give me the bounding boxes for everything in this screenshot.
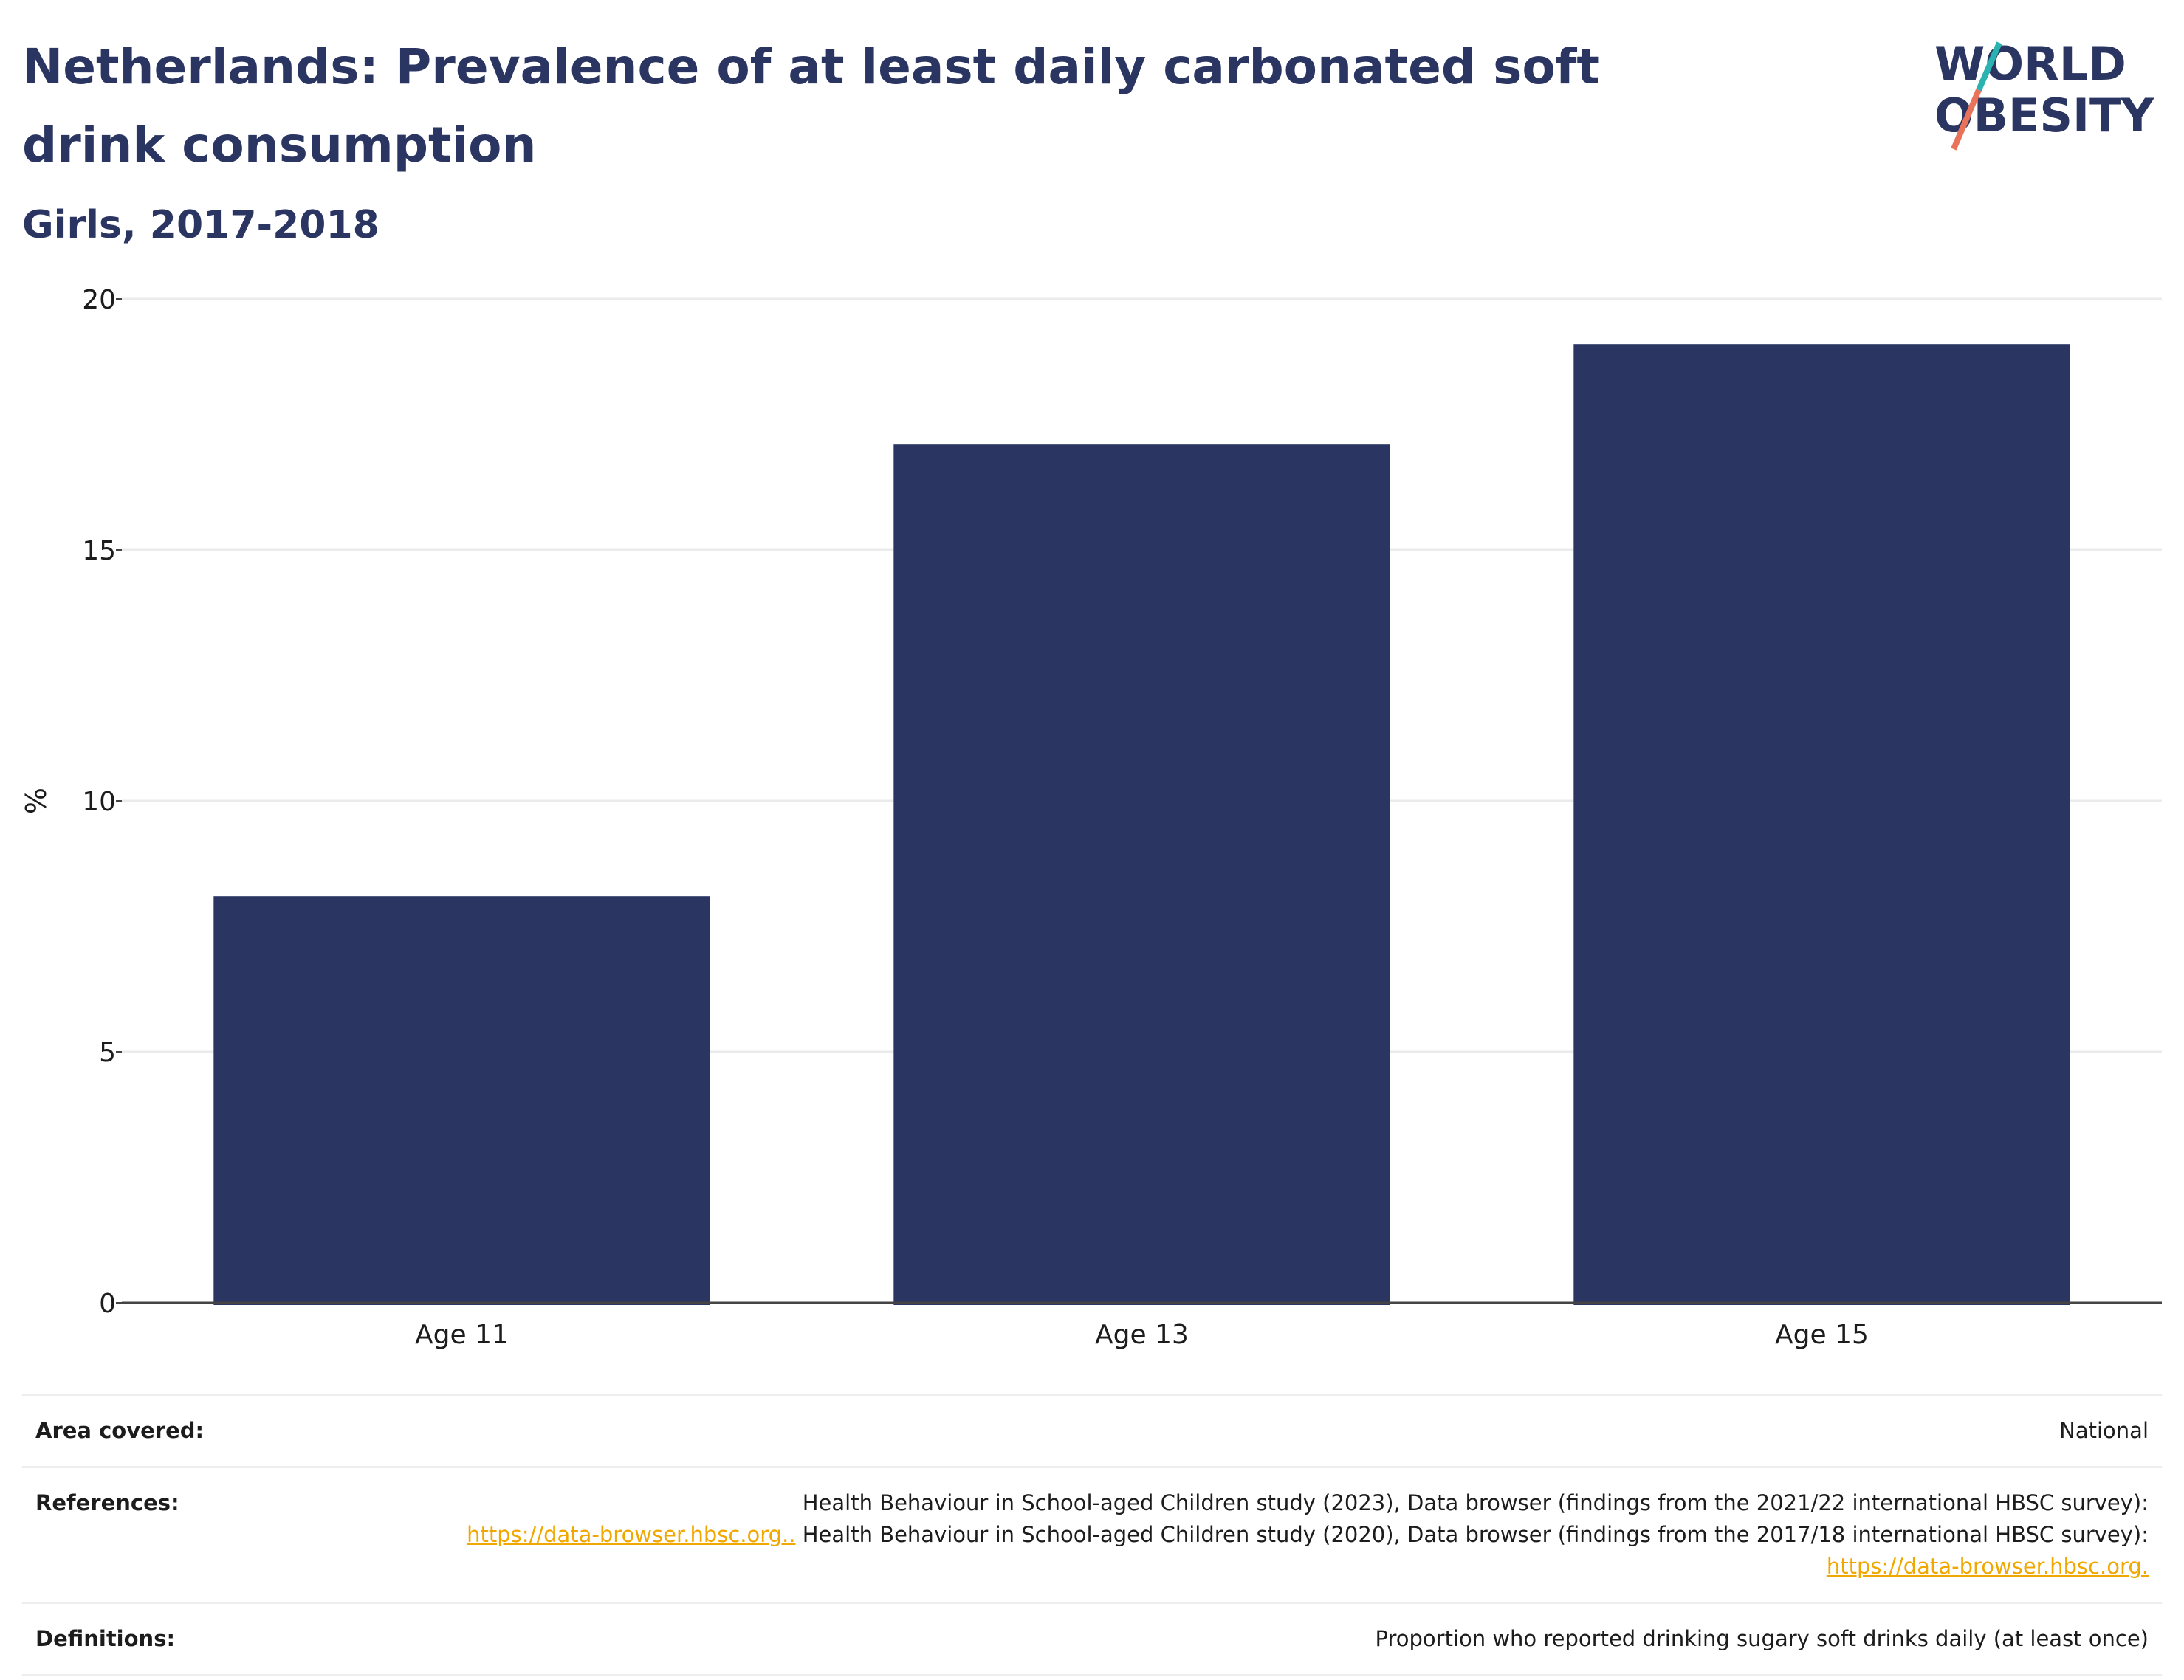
- logo-text-obesity: OBESITY: [1934, 89, 2154, 142]
- references-text-1: Health Behaviour in School-aged Children…: [802, 1490, 2149, 1515]
- bar-age-15: [1573, 344, 2070, 1306]
- references-value: Health Behaviour in School-aged Children…: [359, 1466, 2162, 1604]
- logo-slash-coral: [1951, 89, 1982, 151]
- bar-age-11: [213, 896, 710, 1305]
- y-axis-title: %: [20, 788, 52, 814]
- reference-link-2[interactable]: https://data-browser.hbsc.org.: [1826, 1554, 2149, 1579]
- logo-text-world: WORLD: [1934, 37, 2126, 91]
- references-row: References: Health Behaviour in School-a…: [22, 1466, 2162, 1604]
- info-table: Area covered: National References: Healt…: [22, 1394, 2162, 1676]
- x-axis-ticks: Age 11 Age 13 Age 15: [415, 1320, 1869, 1350]
- y-tick-label: 15: [82, 536, 116, 566]
- references-text-2: Health Behaviour in School-aged Children…: [795, 1522, 2149, 1547]
- x-tick-label: Age 11: [415, 1320, 509, 1350]
- definitions-row: Definitions: Proportion who reported dri…: [22, 1602, 2162, 1676]
- y-tick-label: 0: [99, 1289, 116, 1319]
- definitions-label: Definitions:: [22, 1602, 359, 1676]
- page-title: Netherlands: Prevalence of at least dail…: [22, 38, 1600, 173]
- reference-link-1[interactable]: https://data-browser.hbsc.org..: [467, 1522, 796, 1547]
- references-label: References:: [22, 1466, 359, 1604]
- bar-chart: 0 5 10 15 20 Age 11 Age 13 Age 15 %: [20, 285, 2162, 1350]
- y-tick-label: 10: [82, 787, 116, 817]
- world-obesity-logo: WORLD OBESITY: [1934, 37, 2154, 151]
- x-tick-label: Age 15: [1775, 1320, 1869, 1350]
- logo-slash-teal: [1976, 41, 2002, 92]
- x-tick-label: Age 13: [1095, 1320, 1189, 1350]
- definitions-value: Proportion who reported drinking sugary …: [359, 1602, 2162, 1676]
- chart-subtitle: Girls, 2017-2018: [22, 203, 380, 247]
- area-value: National: [359, 1394, 2162, 1468]
- bar-age-13: [893, 444, 1390, 1306]
- area-label: Area covered:: [22, 1394, 359, 1468]
- area-row: Area covered: National: [22, 1394, 2162, 1468]
- y-tick-label: 20: [82, 285, 116, 315]
- y-axis-ticks: 0 5 10 15 20: [82, 285, 122, 1319]
- y-tick-label: 5: [99, 1038, 116, 1068]
- bars: [213, 344, 2070, 1306]
